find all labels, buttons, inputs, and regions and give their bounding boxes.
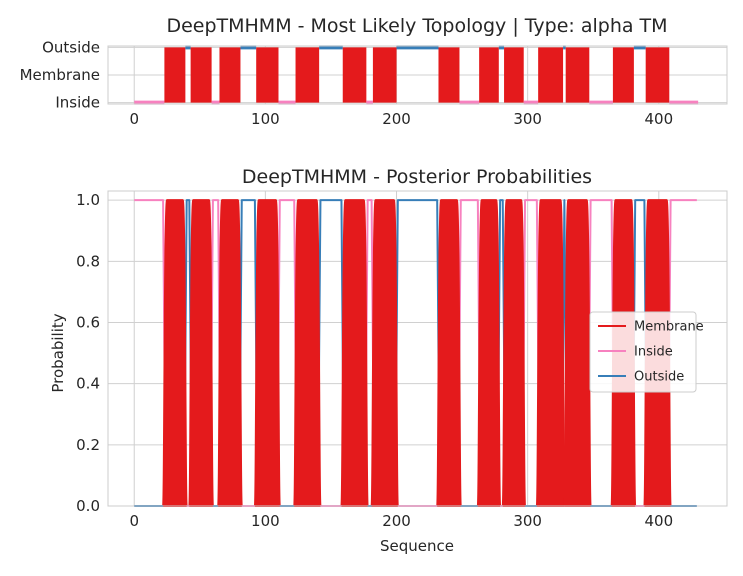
posterior-x-tick-label: 0 <box>129 512 139 530</box>
topology-membrane-segment <box>295 47 320 103</box>
posterior-x-tick-label: 100 <box>251 512 280 530</box>
posterior-y-ticks: 0.0 0.2 0.4 0.6 0.8 1.0 <box>76 191 100 515</box>
posterior-spines <box>107 190 728 507</box>
posterior-membrane-region <box>162 199 188 507</box>
topology-x-ticks: 0 100 200 300 400 <box>129 110 673 128</box>
posterior-x-tick-label: 400 <box>644 512 673 530</box>
topology-frame <box>107 45 728 105</box>
topology-membrane-segment <box>190 47 212 103</box>
legend: Membrane Inside Outside <box>589 311 704 393</box>
posterior-membrane-region <box>501 199 527 507</box>
posterior-membrane-region <box>340 199 369 507</box>
posterior-y-axis-label: Probability <box>49 313 67 392</box>
topology-y-tick-label: Membrane <box>20 66 100 84</box>
posterior-x-ticks: 0 100 200 300 400 <box>129 512 673 530</box>
posterior-y-tick-label: 0.6 <box>76 314 100 332</box>
topology-membrane-segment <box>612 47 634 103</box>
topology-membrane-segment <box>219 47 241 103</box>
legend-box <box>589 311 697 393</box>
topology-spines <box>107 45 728 105</box>
topology-membrane-segment <box>256 47 279 103</box>
posterior-membrane-region <box>436 199 462 507</box>
topology-membrane-segment <box>479 47 499 103</box>
topology-plot-area <box>134 45 699 105</box>
posterior-membrane-region <box>188 199 214 507</box>
topology-title: DeepTMHMM - Most Likely Topology | Type:… <box>166 15 667 37</box>
topology-membrane-segment <box>164 47 186 103</box>
posterior-frame <box>107 190 728 507</box>
posterior-membrane-region <box>563 199 592 507</box>
posterior-membrane-region <box>293 199 322 507</box>
posterior-membrane-region <box>217 199 243 507</box>
topology-x-tick-label: 100 <box>251 110 280 128</box>
legend-label-outside: Outside <box>634 370 684 385</box>
posterior-x-tick-label: 300 <box>513 512 542 530</box>
topology-membrane-segment <box>342 47 367 103</box>
topology-membrane-segment <box>645 47 670 103</box>
posterior-title: DeepTMHMM - Posterior Probabilities <box>242 166 592 188</box>
topology-membrane-segment <box>504 47 524 103</box>
posterior-y-tick-label: 0.8 <box>76 252 100 270</box>
topology-membrane-segment <box>538 47 564 103</box>
topology-x-tick-label: 400 <box>644 110 673 128</box>
topology-membrane-segment <box>438 47 460 103</box>
posterior-y-tick-label: 0.4 <box>76 375 100 393</box>
legend-label-membrane: Membrane <box>634 320 704 335</box>
posterior-membrane-region <box>535 199 566 507</box>
posterior-x-tick-label: 200 <box>382 512 411 530</box>
topology-y-tick-label: Outside <box>42 38 100 56</box>
topology-membrane-segment <box>565 47 590 103</box>
topology-membrane-segment <box>372 47 397 103</box>
topology-panel: DeepTMHMM - Most Likely Topology | Type:… <box>20 15 728 128</box>
posterior-y-tick-label: 1.0 <box>76 191 100 209</box>
posterior-membrane-region <box>370 199 399 507</box>
posterior-y-tick-label: 0.2 <box>76 436 100 454</box>
topology-y-ticks: Inside Membrane Outside <box>20 38 100 111</box>
topology-x-tick-label: 200 <box>382 110 411 128</box>
posterior-membrane-region <box>476 199 502 507</box>
topology-x-tick-label: 0 <box>129 110 139 128</box>
posterior-y-tick-label: 0.0 <box>76 497 100 515</box>
topology-y-tick-label: Inside <box>55 94 100 112</box>
posterior-x-axis-label: Sequence <box>380 537 454 555</box>
legend-label-inside: Inside <box>634 345 673 360</box>
topology-x-tick-label: 300 <box>513 110 542 128</box>
posterior-panel: DeepTMHMM - Posterior Probabilities 0.00… <box>49 166 728 555</box>
posterior-membrane-region <box>253 199 281 507</box>
